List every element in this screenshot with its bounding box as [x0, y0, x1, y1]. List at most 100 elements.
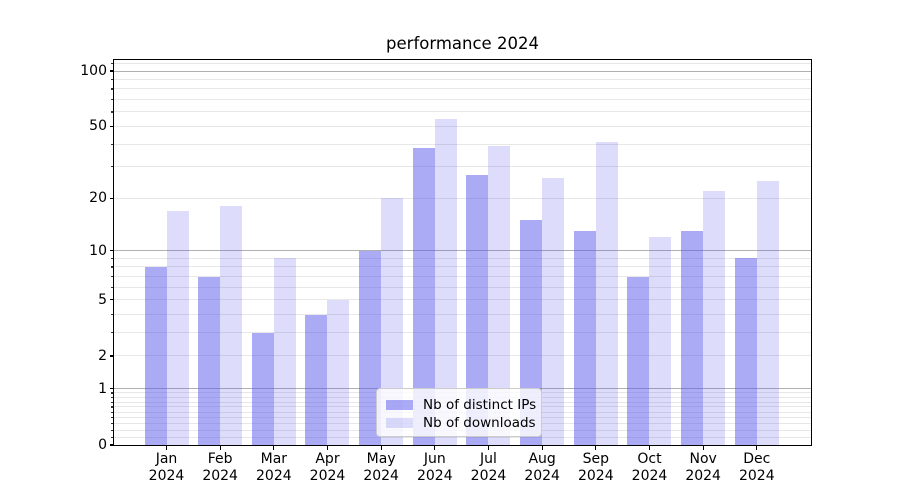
bar-distinct-ips-oct: [627, 276, 650, 445]
bar-distinct-ips-apr: [305, 314, 328, 445]
bar-downloads-oct: [649, 237, 672, 445]
x-tick-label-jul: Jul 2024: [461, 451, 515, 485]
y-tick-mark: [109, 299, 113, 301]
x-tick-label-apr: Apr 2024: [300, 451, 354, 485]
y-minor-tick-mark: [111, 99, 113, 101]
bar-distinct-ips-jun: [412, 148, 435, 445]
y-tick-label-5: 5: [98, 291, 107, 308]
gridline-y-50: [114, 125, 811, 127]
gridline-y-100: [114, 70, 811, 72]
y-tick-label-2: 2: [98, 347, 107, 364]
plot-area: Nb of distinct IPs Nb of downloads: [113, 59, 812, 446]
bar-downloads-dec: [756, 181, 779, 445]
x-tick-month: Oct: [637, 451, 662, 467]
gridline-y-90: [114, 79, 811, 80]
x-tick-mark-oct: [648, 446, 651, 450]
y-tick-mark: [109, 250, 113, 252]
bar-distinct-ips-feb: [198, 276, 221, 445]
bar-distinct-ips-jul: [466, 175, 489, 445]
gridline-y-110: [114, 62, 811, 64]
x-tick-label-feb: Feb 2024: [193, 451, 247, 485]
x-tick-month: Jan: [155, 451, 178, 467]
y-tick-label-10: 10: [89, 242, 107, 259]
x-tick-label-aug: Aug 2024: [515, 451, 569, 485]
x-tick-mark-dec: [756, 446, 758, 450]
x-tick-mark-may: [380, 446, 382, 450]
y-tick-label-1: 1: [98, 380, 107, 397]
gridline-y-8: [114, 266, 811, 268]
bar-downloads-feb: [220, 206, 243, 445]
y-minor-tick-mark: [111, 257, 113, 260]
gridline-y-20: [114, 197, 811, 199]
gridline-y-4: [114, 314, 811, 316]
bar-distinct-ips-jan: [144, 267, 167, 445]
y-minor-tick-mark: [111, 429, 113, 431]
bar-downloads-jun: [434, 118, 457, 445]
bar-distinct-ips-may: [359, 250, 382, 445]
x-tick-mark-sep: [595, 446, 597, 450]
gridline-y-10: [114, 250, 811, 252]
x-tick-year: 2024: [416, 468, 453, 484]
bar-downloads-jan: [166, 210, 189, 445]
x-tick-month: Feb: [207, 451, 233, 467]
gridline-y-80: [114, 88, 811, 90]
bar-distinct-ips-nov: [681, 231, 704, 445]
y-minor-tick-mark: [111, 266, 113, 268]
gridline-y-7: [114, 276, 811, 277]
x-tick-label-sep: Sep 2024: [569, 451, 623, 485]
legend-item-distinct-ips: Nb of distinct IPs: [377, 396, 541, 414]
y-tick-label-100: 100: [80, 63, 107, 80]
bar-downloads-mar: [273, 258, 296, 445]
gridline-y-9: [114, 257, 811, 259]
x-tick-month: Apr: [315, 451, 340, 467]
gridline-y-6: [114, 286, 811, 288]
legend-swatch-distinct-ips: [386, 400, 413, 410]
bar-downloads-jul: [488, 146, 511, 445]
gridline-y-5: [114, 299, 811, 301]
legend-label-distinct-ips: Nb of distinct IPs: [423, 397, 537, 413]
y-minor-tick-mark: [111, 286, 113, 289]
gridline-y-70: [114, 99, 811, 101]
y-minor-tick-mark: [111, 79, 113, 81]
y-minor-tick-mark: [111, 401, 113, 403]
x-tick-year: 2024: [309, 468, 346, 484]
gridline-y-3: [114, 332, 811, 334]
x-tick-year: 2024: [738, 468, 775, 484]
x-tick-label-jan: Jan 2024: [140, 451, 194, 485]
legend-item-downloads: Nb of downloads: [377, 414, 541, 432]
x-tick-mark-nov: [702, 446, 704, 450]
legend-swatch-downloads: [386, 418, 413, 428]
x-tick-year: 2024: [256, 468, 292, 484]
y-minor-tick-mark: [111, 406, 113, 408]
chart-title: performance 2024: [386, 34, 539, 53]
gridline-y-60: [114, 111, 811, 113]
x-tick-label-mar: Mar 2024: [247, 451, 301, 485]
y-minor-tick-mark: [111, 417, 113, 419]
x-tick-year: 2024: [470, 468, 507, 484]
y-tick-mark: [109, 197, 113, 199]
x-tick-year: 2024: [363, 468, 399, 484]
x-tick-year: 2024: [685, 468, 721, 484]
y-minor-tick-mark: [111, 143, 113, 145]
y-minor-tick-mark: [111, 62, 113, 65]
x-tick-mark-jun: [434, 446, 436, 450]
y-minor-tick-mark: [111, 423, 113, 425]
y-minor-tick-mark: [111, 392, 113, 394]
x-tick-year: 2024: [577, 468, 614, 484]
x-tick-mark-aug: [541, 446, 543, 450]
x-tick-month: Jul: [480, 451, 497, 467]
bar-downloads-aug: [542, 178, 565, 445]
y-minor-tick-mark: [111, 314, 113, 316]
y-minor-tick-mark: [111, 111, 113, 113]
x-tick-month: Dec: [743, 451, 771, 467]
y-minor-tick-mark: [111, 276, 113, 278]
y-minor-tick-mark: [111, 436, 113, 438]
x-tick-year: 2024: [524, 468, 560, 484]
x-tick-month: Sep: [582, 451, 609, 467]
x-tick-label-oct: Oct 2024: [622, 451, 676, 485]
y-minor-tick-mark: [111, 166, 113, 168]
y-tick-label-20: 20: [89, 190, 107, 207]
x-tick-year: 2024: [202, 468, 238, 484]
y-tick-mark: [109, 388, 113, 390]
